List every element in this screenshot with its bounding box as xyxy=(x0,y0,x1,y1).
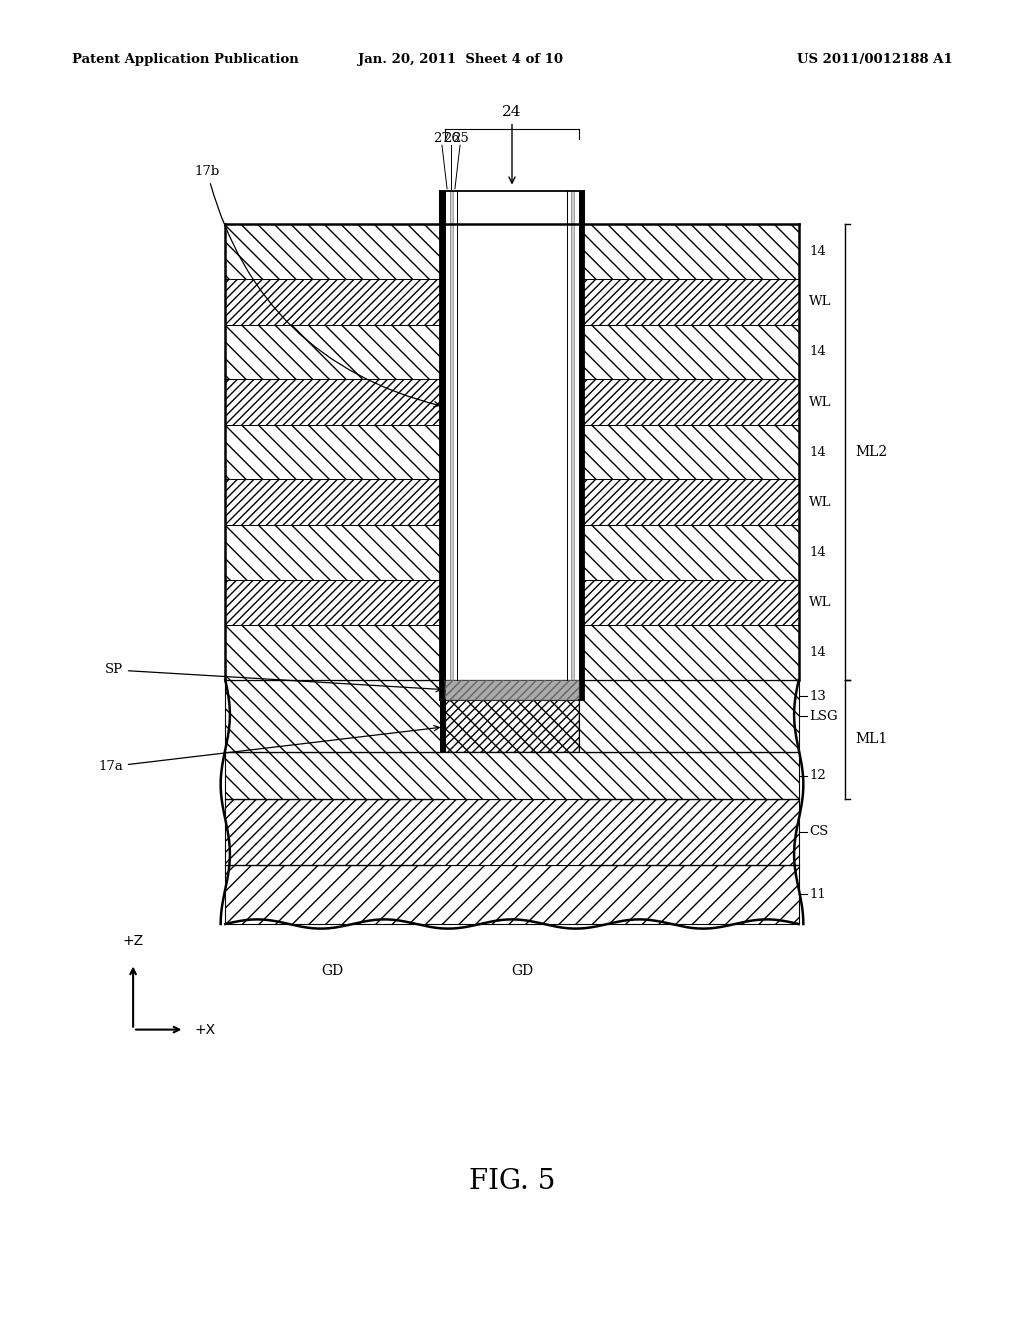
Bar xyxy=(445,680,579,700)
Bar xyxy=(579,680,584,700)
Text: 27: 27 xyxy=(433,132,451,145)
Bar xyxy=(225,525,799,579)
Bar xyxy=(440,191,445,224)
Text: WL: WL xyxy=(809,595,831,609)
Bar xyxy=(567,191,571,224)
Text: 14: 14 xyxy=(809,446,825,458)
Text: 17b: 17b xyxy=(195,165,439,407)
Text: 12: 12 xyxy=(809,770,825,781)
Text: CS: CS xyxy=(809,825,828,838)
Text: GD: GD xyxy=(322,964,344,978)
Bar xyxy=(457,191,567,680)
Bar xyxy=(225,279,799,325)
Bar xyxy=(571,191,574,224)
Text: 25: 25 xyxy=(452,132,468,145)
Text: SP: SP xyxy=(104,664,441,692)
Text: Jan. 20, 2011  Sheet 4 of 10: Jan. 20, 2011 Sheet 4 of 10 xyxy=(358,53,563,66)
Bar xyxy=(225,799,799,865)
Text: 17a: 17a xyxy=(98,726,439,774)
Text: ML1: ML1 xyxy=(855,733,887,746)
Text: WL: WL xyxy=(809,396,831,408)
Bar xyxy=(567,191,571,680)
Bar xyxy=(225,379,799,425)
Text: US 2011/0012188 A1: US 2011/0012188 A1 xyxy=(797,53,952,66)
Text: +X: +X xyxy=(195,1023,216,1036)
Bar xyxy=(450,191,453,224)
Text: GD: GD xyxy=(511,964,534,978)
Bar xyxy=(445,191,450,680)
Bar xyxy=(440,680,445,752)
Bar xyxy=(225,752,799,799)
Text: LSG: LSG xyxy=(809,710,838,722)
Bar xyxy=(450,191,453,680)
Bar xyxy=(579,191,584,224)
Bar xyxy=(440,191,445,680)
Bar xyxy=(445,680,579,700)
Bar xyxy=(445,191,450,224)
Bar xyxy=(225,626,799,680)
Text: 24: 24 xyxy=(502,104,522,183)
Text: +Z: +Z xyxy=(123,933,143,948)
Bar xyxy=(445,700,579,752)
Text: ML2: ML2 xyxy=(855,445,887,459)
Bar xyxy=(440,680,445,700)
Text: 13: 13 xyxy=(809,690,825,702)
Bar xyxy=(571,191,574,680)
Text: 26: 26 xyxy=(443,132,460,145)
Text: Patent Application Publication: Patent Application Publication xyxy=(72,53,298,66)
Bar xyxy=(225,680,799,752)
Bar xyxy=(225,479,799,525)
Bar xyxy=(445,700,579,752)
Bar xyxy=(579,191,584,680)
Text: 14: 14 xyxy=(809,246,825,259)
Bar xyxy=(574,191,579,224)
Bar xyxy=(225,224,799,279)
Bar xyxy=(574,191,579,680)
Bar xyxy=(440,680,584,700)
Text: WL: WL xyxy=(809,296,831,309)
Text: WL: WL xyxy=(809,496,831,508)
Bar xyxy=(453,191,457,680)
Bar xyxy=(457,191,567,224)
Bar xyxy=(225,865,799,924)
Text: FIG. 5: FIG. 5 xyxy=(469,1168,555,1195)
Bar xyxy=(440,191,584,680)
Bar xyxy=(225,325,799,379)
Text: 11: 11 xyxy=(809,888,825,900)
Text: 14: 14 xyxy=(809,645,825,659)
Text: 14: 14 xyxy=(809,545,825,558)
Text: 14: 14 xyxy=(809,346,825,359)
Bar xyxy=(453,191,457,224)
Bar xyxy=(225,425,799,479)
Bar xyxy=(225,579,799,626)
